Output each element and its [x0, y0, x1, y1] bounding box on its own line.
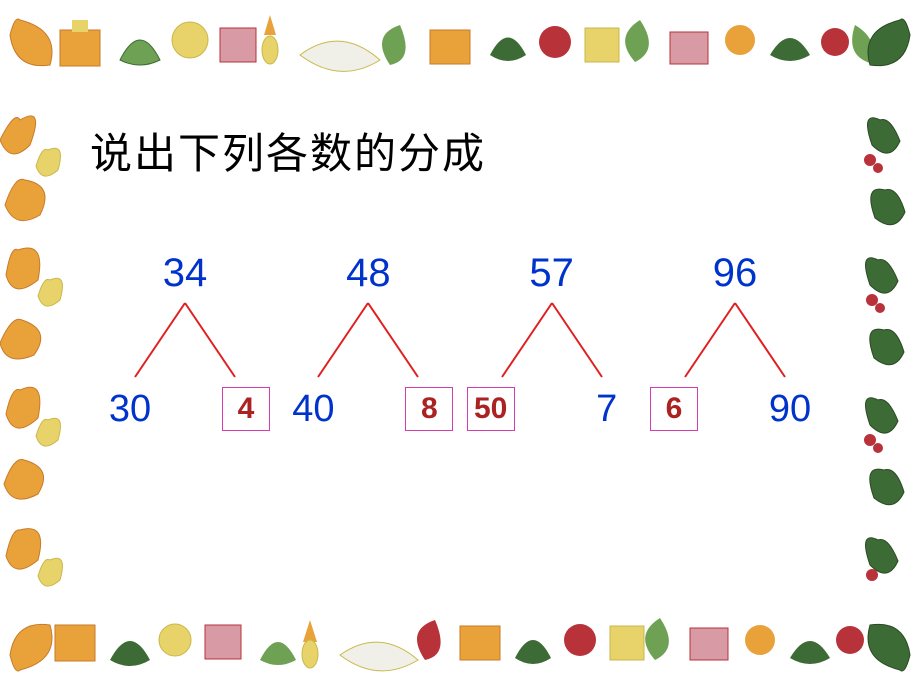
- answer-box: 6: [650, 387, 698, 431]
- bottom-row: 6 90: [650, 387, 820, 431]
- decomposition-problem: 57 50 7: [467, 251, 637, 431]
- given-number: 7: [577, 388, 637, 431]
- given-number: 90: [760, 388, 820, 431]
- answer-box: 8: [405, 387, 453, 431]
- branch-lines: [115, 295, 255, 385]
- answer-box: 4: [222, 387, 270, 431]
- top-number: 96: [713, 251, 758, 296]
- decomposition-problem: 96 6 90: [650, 251, 820, 431]
- branch-lines: [482, 295, 622, 385]
- bottom-row: 50 7: [467, 387, 637, 431]
- problems-row: 34 30 4 48 40 8 57 50 7 96 6 90: [90, 251, 830, 431]
- decomposition-problem: 34 30 4: [100, 251, 270, 431]
- top-number: 57: [529, 251, 574, 296]
- bottom-row: 30 4: [100, 387, 270, 431]
- decomposition-problem: 48 40 8: [283, 251, 453, 431]
- top-number: 48: [346, 251, 391, 296]
- bottom-row: 40 8: [283, 387, 453, 431]
- top-number: 34: [163, 251, 208, 296]
- branch-lines: [298, 295, 438, 385]
- main-content: 说出下列各数的分成 34 30 4 48 40 8 57 50 7 96 6 90: [90, 120, 830, 431]
- answer-box: 50: [467, 387, 515, 431]
- given-number: 40: [283, 388, 343, 431]
- instruction-title: 说出下列各数的分成: [90, 120, 830, 181]
- given-number: 30: [100, 388, 160, 431]
- branch-lines: [665, 295, 805, 385]
